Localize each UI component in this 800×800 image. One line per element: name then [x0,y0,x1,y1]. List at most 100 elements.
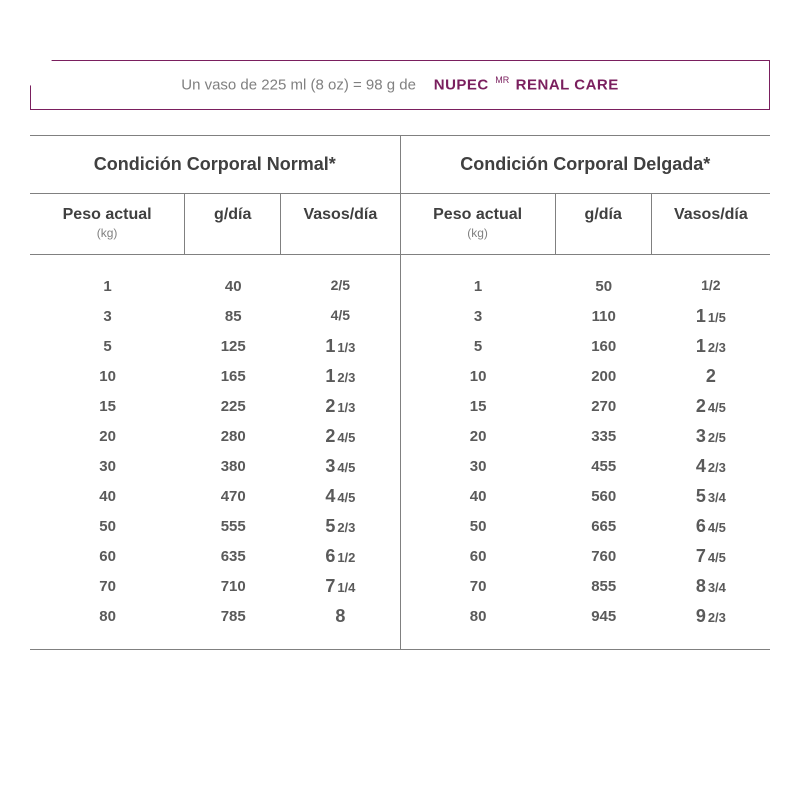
cell-gdia: 855 [556,578,652,595]
table-row: 7071071/4 [30,571,400,601]
col-vasos: Vasos/día [652,194,770,254]
cell-vasos: 44/5 [281,486,399,507]
table-row: 4047044/5 [30,481,400,511]
data-rows: 1402/53854/5512511/31016512/31522521/320… [30,255,400,649]
cell-peso: 15 [401,398,556,415]
cell-peso: 20 [401,428,556,445]
info-banner: Un vaso de 225 ml (8 oz) = 98 g de NUPEC… [30,60,770,110]
cell-peso: 80 [401,608,556,625]
table-row: 1402/5 [30,271,400,301]
data-rows: 1501/2311011/5516012/31020021527024/5203… [401,255,771,649]
table-row: 6076074/5 [401,541,771,571]
cell-vasos: 74/5 [652,546,770,567]
cell-peso: 80 [30,608,185,625]
cell-peso: 40 [30,488,185,505]
cell-peso: 60 [401,548,556,565]
table-row: 1522521/3 [30,391,400,421]
cell-vasos: 11/5 [652,306,770,327]
col-label: Vasos/día [285,206,395,224]
table-row: 3854/5 [30,301,400,331]
cell-gdia: 785 [185,608,281,625]
cell-gdia: 50 [556,278,652,295]
cell-gdia: 270 [556,398,652,415]
cell-vasos: 4/5 [281,307,399,325]
table-row: 102002 [401,361,771,391]
cell-gdia: 455 [556,458,652,475]
table-row: 1016512/3 [30,361,400,391]
cell-gdia: 125 [185,338,281,355]
table-row: 516012/3 [401,331,771,361]
table-row: 6063561/2 [30,541,400,571]
cell-vasos: 8 [281,606,399,627]
cell-vasos: 2/5 [281,277,399,295]
cell-gdia: 85 [185,308,281,325]
cell-gdia: 710 [185,578,281,595]
cell-vasos: 1/2 [652,277,770,295]
col-label: Peso actual [34,206,180,224]
cell-vasos: 32/5 [652,426,770,447]
cell-gdia: 160 [556,338,652,355]
table-row: 2033532/5 [401,421,771,451]
table-row: 5066564/5 [401,511,771,541]
cell-gdia: 165 [185,368,281,385]
cell-gdia: 335 [556,428,652,445]
cell-vasos: 83/4 [652,576,770,597]
cell-peso: 50 [401,518,556,535]
brand-name: NUPEC [434,77,489,94]
section-title: Condición Corporal Delgada* [401,136,771,194]
cell-vasos: 71/4 [281,576,399,597]
table-row: 7085583/4 [401,571,771,601]
product-name: RENAL CARE [516,77,619,94]
cell-vasos: 2 [652,366,770,387]
table-row: 8094592/3 [401,601,771,631]
section-normal: Condición Corporal Normal* Peso actual (… [30,136,401,649]
cell-vasos: 42/3 [652,456,770,477]
table-row: 3038034/5 [30,451,400,481]
cell-gdia: 560 [556,488,652,505]
cell-gdia: 945 [556,608,652,625]
table-row: 807858 [30,601,400,631]
col-sublabel: (kg) [34,226,180,240]
cell-gdia: 470 [185,488,281,505]
col-gdia: g/día [185,194,281,254]
cell-peso: 50 [30,518,185,535]
cell-vasos: 53/4 [652,486,770,507]
cell-peso: 5 [401,338,556,355]
table-row: 1501/2 [401,271,771,301]
table-row: 512511/3 [30,331,400,361]
cell-vasos: 61/2 [281,546,399,567]
col-label: Vasos/día [656,206,766,224]
col-sublabel: (kg) [405,226,551,240]
cell-peso: 70 [401,578,556,595]
section-title: Condición Corporal Normal* [30,136,400,194]
cell-gdia: 635 [185,548,281,565]
cell-vasos: 34/5 [281,456,399,477]
cell-gdia: 280 [185,428,281,445]
section-delgada: Condición Corporal Delgada* Peso actual … [401,136,771,649]
col-label: Peso actual [405,206,551,224]
cell-vasos: 92/3 [652,606,770,627]
cell-peso: 3 [401,308,556,325]
cell-peso: 10 [30,368,185,385]
col-gdia: g/día [556,194,652,254]
col-label: g/día [189,206,276,224]
col-peso: Peso actual (kg) [401,194,556,254]
cell-gdia: 225 [185,398,281,415]
cell-vasos: 21/3 [281,396,399,417]
cell-peso: 40 [401,488,556,505]
banner-lead: Un vaso de 225 ml (8 oz) = 98 g de [181,77,416,94]
cell-gdia: 760 [556,548,652,565]
cell-peso: 30 [30,458,185,475]
cell-peso: 15 [30,398,185,415]
cell-peso: 1 [30,278,185,295]
cell-peso: 1 [401,278,556,295]
cell-gdia: 40 [185,278,281,295]
cell-gdia: 665 [556,518,652,535]
cell-peso: 60 [30,548,185,565]
cell-gdia: 110 [556,308,652,325]
cell-peso: 20 [30,428,185,445]
cell-gdia: 200 [556,368,652,385]
cell-vasos: 12/3 [281,366,399,387]
cell-vasos: 64/5 [652,516,770,537]
cell-gdia: 380 [185,458,281,475]
